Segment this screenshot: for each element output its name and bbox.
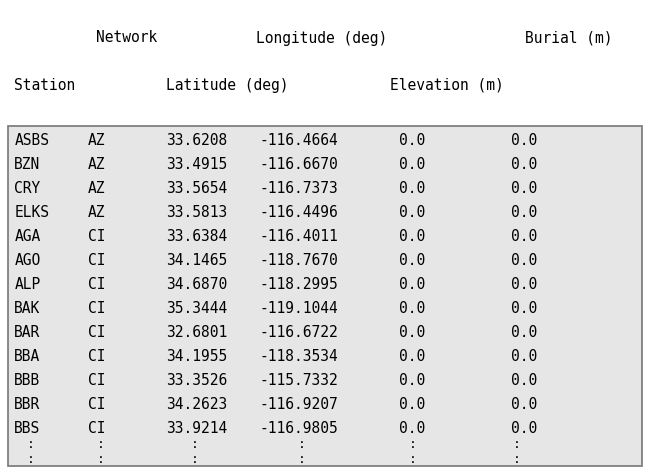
Text: CI: CI xyxy=(88,324,105,340)
Text: -119.1044: -119.1044 xyxy=(259,301,338,316)
Text: ASBS: ASBS xyxy=(14,133,49,148)
Text: 0.0: 0.0 xyxy=(400,276,426,292)
Text: BBA: BBA xyxy=(14,349,40,364)
Text: 0.0: 0.0 xyxy=(512,420,538,436)
Text: 0.0: 0.0 xyxy=(400,349,426,364)
Text: 0.0: 0.0 xyxy=(400,228,426,244)
Text: -116.7373: -116.7373 xyxy=(259,180,338,196)
Text: 0.0: 0.0 xyxy=(512,180,538,196)
Text: Longitude (deg): Longitude (deg) xyxy=(256,30,387,46)
Text: BBB: BBB xyxy=(14,372,40,388)
Text: 34.2623: 34.2623 xyxy=(166,397,228,412)
Text: :
:: : : xyxy=(409,438,417,466)
Text: -115.7332: -115.7332 xyxy=(259,372,338,388)
Text: 33.6384: 33.6384 xyxy=(166,228,228,244)
Text: CI: CI xyxy=(88,372,105,388)
Text: 0.0: 0.0 xyxy=(400,397,426,412)
Text: 34.6870: 34.6870 xyxy=(166,276,228,292)
Text: -118.2995: -118.2995 xyxy=(259,276,338,292)
Text: 33.5654: 33.5654 xyxy=(166,180,228,196)
Text: -118.7670: -118.7670 xyxy=(259,253,338,268)
Text: :
:: : : xyxy=(191,438,199,466)
Text: 0.0: 0.0 xyxy=(512,133,538,148)
Text: 32.6801: 32.6801 xyxy=(166,324,228,340)
Text: BAR: BAR xyxy=(14,324,40,340)
Text: CI: CI xyxy=(88,349,105,364)
Text: 0.0: 0.0 xyxy=(400,157,426,172)
Text: 0.0: 0.0 xyxy=(512,276,538,292)
Text: 0.0: 0.0 xyxy=(400,420,426,436)
Text: 0.0: 0.0 xyxy=(400,133,426,148)
Text: -116.4664: -116.4664 xyxy=(259,133,338,148)
Text: 33.4915: 33.4915 xyxy=(166,157,228,172)
Text: AZ: AZ xyxy=(88,157,105,172)
Text: BAK: BAK xyxy=(14,301,40,316)
Text: 0.0: 0.0 xyxy=(512,253,538,268)
Text: 0.0: 0.0 xyxy=(512,157,538,172)
Text: AZ: AZ xyxy=(88,205,105,220)
Text: :
:: : : xyxy=(27,438,35,466)
Text: CI: CI xyxy=(88,253,105,268)
Text: :
:: : : xyxy=(298,438,306,466)
Text: BZN: BZN xyxy=(14,157,40,172)
Text: 0.0: 0.0 xyxy=(400,372,426,388)
Text: 0.0: 0.0 xyxy=(512,349,538,364)
Text: 0.0: 0.0 xyxy=(512,228,538,244)
Text: BBR: BBR xyxy=(14,397,40,412)
Text: CI: CI xyxy=(88,420,105,436)
Text: Burial (m): Burial (m) xyxy=(525,30,612,46)
Text: CI: CI xyxy=(88,228,105,244)
Text: 33.9214: 33.9214 xyxy=(166,420,228,436)
Text: CI: CI xyxy=(88,397,105,412)
Text: :
:: : : xyxy=(513,438,521,466)
Text: Elevation (m): Elevation (m) xyxy=(390,78,504,93)
Text: 35.3444: 35.3444 xyxy=(166,301,228,316)
Text: -116.6722: -116.6722 xyxy=(259,324,338,340)
Text: 0.0: 0.0 xyxy=(512,397,538,412)
Text: BBS: BBS xyxy=(14,420,40,436)
FancyBboxPatch shape xyxy=(8,126,642,466)
Text: AZ: AZ xyxy=(88,133,105,148)
Text: 33.3526: 33.3526 xyxy=(166,372,228,388)
Text: AZ: AZ xyxy=(88,180,105,196)
Text: ELKS: ELKS xyxy=(14,205,49,220)
Text: 0.0: 0.0 xyxy=(400,205,426,220)
Text: -116.6670: -116.6670 xyxy=(259,157,338,172)
Text: CI: CI xyxy=(88,301,105,316)
Text: -116.4496: -116.4496 xyxy=(259,205,338,220)
Text: 0.0: 0.0 xyxy=(512,301,538,316)
Text: 34.1955: 34.1955 xyxy=(166,349,228,364)
Text: 0.0: 0.0 xyxy=(512,324,538,340)
Text: 0.0: 0.0 xyxy=(400,253,426,268)
Text: 33.5813: 33.5813 xyxy=(166,205,228,220)
Text: -116.4011: -116.4011 xyxy=(259,228,338,244)
Text: -116.9805: -116.9805 xyxy=(259,420,338,436)
Text: :
:: : : xyxy=(97,438,105,466)
Text: Latitude (deg): Latitude (deg) xyxy=(166,78,288,93)
Text: -118.3534: -118.3534 xyxy=(259,349,338,364)
Text: CRY: CRY xyxy=(14,180,40,196)
Text: 0.0: 0.0 xyxy=(400,301,426,316)
Text: Network: Network xyxy=(96,30,157,46)
Text: Station: Station xyxy=(14,78,75,93)
Text: CI: CI xyxy=(88,276,105,292)
Text: 0.0: 0.0 xyxy=(512,205,538,220)
Text: 34.1465: 34.1465 xyxy=(166,253,228,268)
Text: ALP: ALP xyxy=(14,276,40,292)
Text: AGA: AGA xyxy=(14,228,40,244)
Text: 0.0: 0.0 xyxy=(400,180,426,196)
Text: 0.0: 0.0 xyxy=(400,324,426,340)
Text: 0.0: 0.0 xyxy=(512,372,538,388)
Text: AGO: AGO xyxy=(14,253,40,268)
Text: 33.6208: 33.6208 xyxy=(166,133,228,148)
Text: -116.9207: -116.9207 xyxy=(259,397,338,412)
